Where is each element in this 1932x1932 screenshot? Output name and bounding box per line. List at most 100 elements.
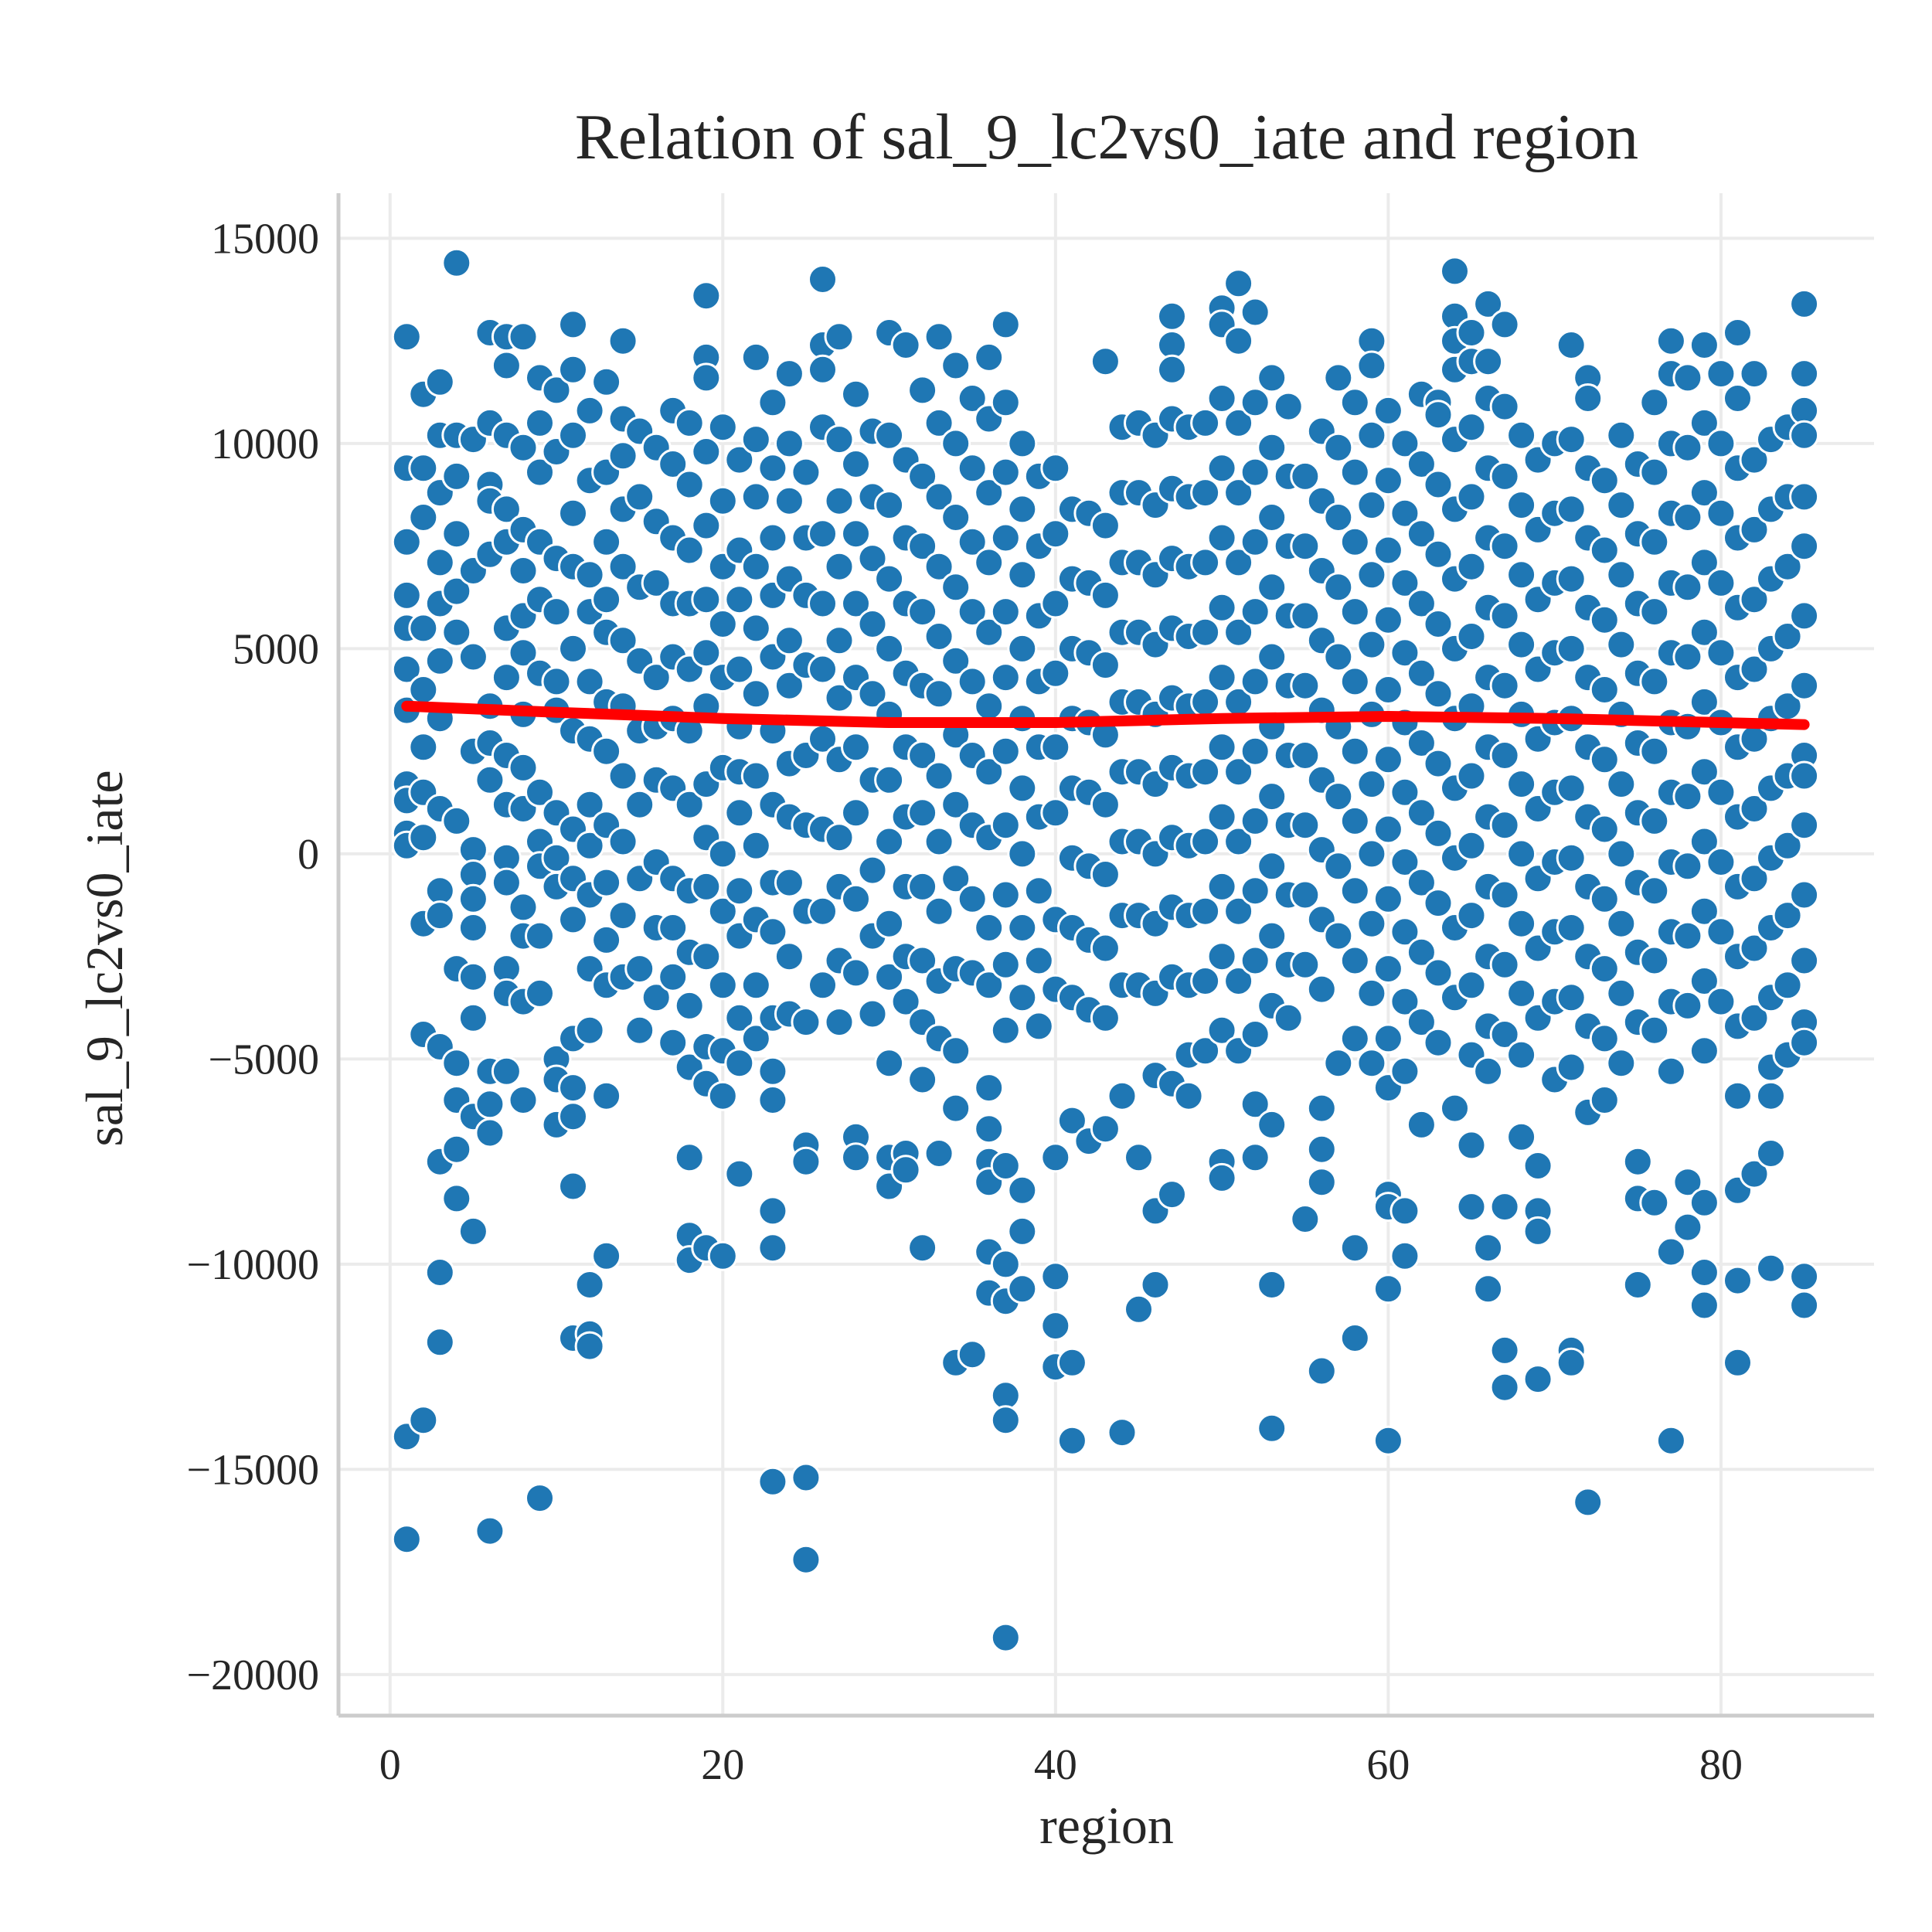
scatter-point <box>441 1183 472 1214</box>
scatter-point <box>1556 773 1587 804</box>
scatter-point <box>1257 1109 1287 1140</box>
scatter-point <box>1190 966 1221 996</box>
scatter-point <box>757 1085 788 1115</box>
scatter-point <box>808 519 838 549</box>
scatter-point <box>1257 1270 1287 1300</box>
scatter-point <box>1090 1114 1121 1145</box>
scatter-point <box>757 1196 788 1226</box>
scatter-point <box>1240 526 1270 557</box>
scatter-point <box>907 461 938 492</box>
scatter-point <box>1339 526 1370 557</box>
scatter-point <box>1672 990 1703 1021</box>
scatter-point <box>1339 945 1370 976</box>
scatter-point <box>990 387 1021 418</box>
scatter-point <box>1240 1142 1270 1173</box>
scatter-point <box>1372 1023 1403 1054</box>
scatter-point <box>1556 1347 1587 1378</box>
scatter-point <box>1406 1007 1437 1038</box>
scatter-point <box>1606 978 1637 1009</box>
scatter-point <box>1672 851 1703 882</box>
scatter-point <box>1240 736 1270 767</box>
scatter-point <box>1206 592 1237 623</box>
scatter-point <box>424 366 455 397</box>
scatter-point <box>1672 920 1703 951</box>
scatter-point <box>1672 641 1703 672</box>
scatter-point <box>1456 1130 1487 1161</box>
scatter-point <box>1040 453 1071 484</box>
scatter-point <box>808 654 838 685</box>
scatter-point <box>990 309 1021 340</box>
scatter-point <box>841 449 871 479</box>
scatter-point <box>1389 428 1420 459</box>
scatter-point <box>1739 654 1770 685</box>
scatter-point <box>923 1138 954 1168</box>
scatter-point <box>1107 1417 1138 1448</box>
scatter-point <box>990 662 1021 693</box>
scatter-point <box>674 789 705 820</box>
scatter-point <box>1223 325 1254 356</box>
scatter-point <box>1556 1052 1587 1083</box>
scatter-point <box>1506 560 1537 590</box>
scatter-point <box>508 432 539 463</box>
scatter-point <box>525 978 555 1009</box>
scatter-point <box>923 621 954 651</box>
scatter-point <box>441 247 472 278</box>
scatter-point <box>1473 346 1504 377</box>
scatter-point <box>990 949 1021 980</box>
scatter-point <box>1257 572 1287 603</box>
scatter-point <box>1173 1080 1204 1111</box>
scatter-point <box>1672 1167 1703 1198</box>
scatter-point <box>508 321 539 352</box>
scatter-point <box>791 1007 821 1038</box>
scatter-point <box>1240 297 1270 328</box>
scatter-point <box>824 682 855 713</box>
scatter-point <box>1489 309 1520 340</box>
scatter-point <box>674 469 705 500</box>
scatter-point <box>1190 1036 1221 1066</box>
scatter-point <box>774 485 804 516</box>
scatter-point <box>1772 900 1803 931</box>
scatter-point <box>791 1146 821 1177</box>
scatter-point <box>1372 535 1403 566</box>
scatter-point <box>1739 359 1770 389</box>
scatter-point <box>424 1257 455 1287</box>
scatter-point <box>441 1048 472 1079</box>
scatter-point <box>1639 597 1670 628</box>
scatter-point <box>808 588 838 619</box>
scatter-point <box>1789 879 1820 910</box>
scatter-point <box>474 1515 505 1546</box>
scatter-point <box>1672 362 1703 393</box>
scatter-point <box>1489 1019 1520 1049</box>
scatter-point <box>674 990 705 1021</box>
scatter-point <box>1240 805 1270 836</box>
scatter-point <box>841 519 871 549</box>
scatter-point <box>1406 798 1437 828</box>
scatter-point <box>391 580 422 611</box>
scatter-point <box>923 679 954 709</box>
scatter-point <box>740 551 771 582</box>
scatter-point <box>923 826 954 857</box>
scatter-point <box>1606 769 1637 800</box>
scatter-point <box>824 321 855 352</box>
scatter-point <box>1206 522 1237 553</box>
scatter-point <box>957 453 988 484</box>
scatter-point <box>1473 1233 1504 1264</box>
scatter-point <box>1339 736 1370 767</box>
scatter-point <box>624 789 655 820</box>
scatter-point <box>558 354 588 385</box>
scatter-point <box>1406 658 1437 689</box>
scatter-point <box>974 1073 1005 1104</box>
scatter-point <box>1739 863 1770 894</box>
scatter-point <box>1240 457 1270 488</box>
scatter-point <box>1473 1056 1504 1087</box>
scatter-point <box>1639 387 1670 418</box>
scatter-point <box>1372 744 1403 775</box>
scatter-point <box>1206 662 1237 693</box>
scatter-point <box>1506 629 1537 660</box>
scatter-point <box>1190 407 1221 438</box>
scatter-point <box>1206 941 1237 972</box>
y-tick-label: −15000 <box>186 1446 319 1494</box>
scatter-point <box>1689 407 1719 438</box>
scatter-point <box>874 908 905 939</box>
scatter-point <box>1040 798 1071 828</box>
